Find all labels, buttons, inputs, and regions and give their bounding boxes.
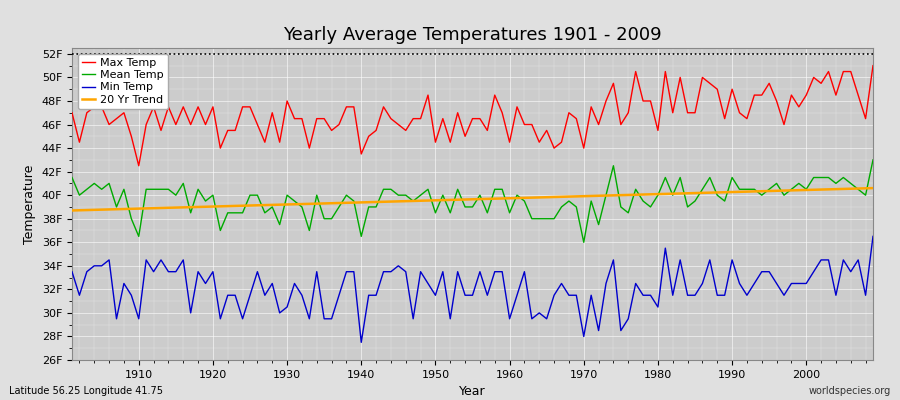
Min Temp	[334, 293, 345, 298]
Mean Temp	[67, 175, 77, 180]
Max Temp	[868, 63, 878, 68]
Max Temp	[511, 104, 522, 109]
Line: Mean Temp: Mean Temp	[72, 160, 873, 242]
Min Temp	[356, 340, 366, 345]
Mean Temp	[497, 187, 508, 192]
Min Temp	[67, 269, 77, 274]
X-axis label: Year: Year	[459, 385, 486, 398]
Min Temp	[511, 293, 522, 298]
Min Temp	[600, 281, 611, 286]
Min Temp	[868, 234, 878, 239]
Mean Temp	[579, 240, 590, 245]
Text: worldspecies.org: worldspecies.org	[809, 386, 891, 396]
Max Temp	[296, 116, 307, 121]
Line: Max Temp: Max Temp	[72, 66, 873, 166]
Mean Temp	[504, 210, 515, 215]
Title: Yearly Average Temperatures 1901 - 2009: Yearly Average Temperatures 1901 - 2009	[284, 26, 662, 44]
Mean Temp	[600, 193, 611, 198]
Max Temp	[504, 140, 515, 144]
Min Temp	[126, 293, 137, 298]
Mean Temp	[126, 216, 137, 221]
Max Temp	[133, 163, 144, 168]
Max Temp	[600, 98, 611, 103]
Mean Temp	[334, 204, 345, 209]
Max Temp	[341, 104, 352, 109]
Max Temp	[126, 134, 137, 139]
Text: Latitude 56.25 Longitude 41.75: Latitude 56.25 Longitude 41.75	[9, 386, 163, 396]
Mean Temp	[868, 158, 878, 162]
Min Temp	[504, 316, 515, 321]
Mean Temp	[289, 199, 300, 204]
Legend: Max Temp, Mean Temp, Min Temp, 20 Yr Trend: Max Temp, Mean Temp, Min Temp, 20 Yr Tre…	[77, 54, 167, 109]
Line: Min Temp: Min Temp	[72, 236, 873, 342]
Max Temp	[67, 110, 77, 115]
Y-axis label: Temperature: Temperature	[23, 164, 36, 244]
Min Temp	[289, 281, 300, 286]
